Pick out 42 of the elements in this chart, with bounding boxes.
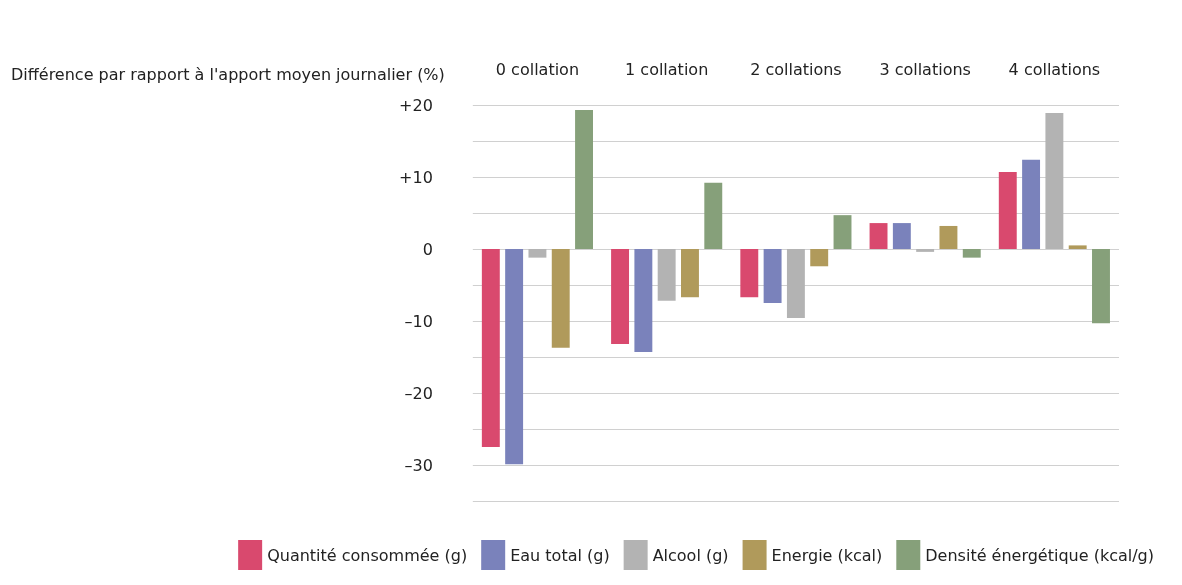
bar	[763, 249, 782, 303]
x-tick-label: 2 collations	[750, 59, 842, 79]
legend-label: Quantité consommée (g)	[267, 545, 468, 565]
bar	[962, 249, 981, 258]
bar	[481, 249, 500, 447]
legend-label: Eau total (g)	[510, 545, 610, 565]
bar	[704, 182, 723, 249]
bar	[1022, 159, 1041, 249]
bar	[1092, 249, 1110, 324]
x-tick-label: 4 collations	[1008, 59, 1101, 79]
bar	[551, 249, 570, 348]
bar	[681, 249, 699, 298]
y-axis-title: Différence par rapport à l'apport moyen journalier (%)	[11, 64, 445, 84]
bar	[528, 249, 547, 258]
x-tick-label: 0 collation	[495, 59, 580, 79]
legend-label: Densité énergétique (kcal/g)	[925, 545, 1154, 565]
bar	[869, 223, 888, 249]
bar	[1045, 112, 1064, 249]
legend-label: Alcool (g)	[652, 545, 729, 565]
y-tick-label: –30	[404, 455, 433, 475]
bar	[810, 249, 829, 267]
bar	[786, 249, 805, 319]
bar	[939, 225, 958, 249]
bar	[575, 110, 593, 249]
bar	[611, 249, 630, 345]
bar	[740, 249, 759, 298]
x-tick-label: 3 collations	[879, 59, 971, 79]
bar	[1068, 245, 1087, 249]
bar	[916, 249, 935, 252]
bar	[998, 171, 1017, 249]
y-tick-label: +20	[399, 95, 433, 115]
x-tick-label: 1 collation	[625, 59, 709, 79]
y-tick-label: 0	[422, 239, 433, 259]
y-tick-label: –20	[404, 383, 433, 403]
y-tick-label: +10	[399, 167, 433, 187]
bar	[634, 249, 653, 352]
legend-label: Energie (kcal)	[771, 545, 883, 565]
y-tick-label: –10	[404, 311, 433, 331]
bar	[892, 223, 911, 249]
bar	[833, 215, 852, 249]
bar	[505, 249, 524, 465]
bar	[657, 249, 676, 301]
